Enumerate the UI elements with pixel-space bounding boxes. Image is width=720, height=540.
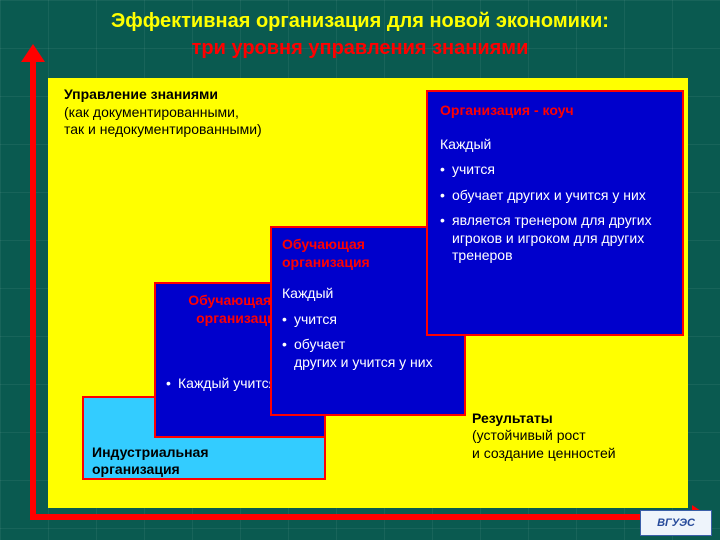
y-axis-label-rest: (как документированными, так и недокумен… <box>64 104 262 138</box>
title-line-1: Эффективная организация для новой эконом… <box>0 10 720 33</box>
chart-area: Управление знаниями (как документированн… <box>30 60 700 520</box>
coach-item-0: учится <box>440 161 670 179</box>
x-axis-label-rest: (устойчивый рост и создание ценностей <box>472 427 616 461</box>
x-axis <box>30 514 694 520</box>
x-axis-label: Результаты (устойчивый рост и создание ц… <box>472 410 672 463</box>
coach-card: Организация - коуч Каждый учится обучает… <box>426 90 684 336</box>
coach-items: учится обучает других и учится у них явл… <box>440 161 670 265</box>
learning-org-item-1: обучает других и учится у них <box>282 336 454 371</box>
title-line-2: три уровня управления знаниями <box>0 37 720 60</box>
chart-plot-area: Управление знаниями (как документированн… <box>48 78 688 508</box>
coach-item-1: обучает других и учится у них <box>440 187 670 205</box>
coach-title: Организация - коуч <box>440 102 670 120</box>
x-axis-label-bold: Результаты <box>472 410 553 426</box>
y-axis-label: Управление знаниями (как документированн… <box>64 86 324 139</box>
logo-text: ВГУЭС <box>657 517 695 529</box>
coach-item-2: является тренером для других игроков и и… <box>440 212 670 265</box>
y-axis-label-bold: Управление знаниями <box>64 86 218 102</box>
slide-title: Эффективная организация для новой эконом… <box>0 10 720 60</box>
y-axis <box>30 60 36 514</box>
industrial-label: Индустриальная организация <box>92 444 292 478</box>
university-logo: ВГУЭС <box>640 510 712 536</box>
coach-lead: Каждый <box>440 136 670 154</box>
